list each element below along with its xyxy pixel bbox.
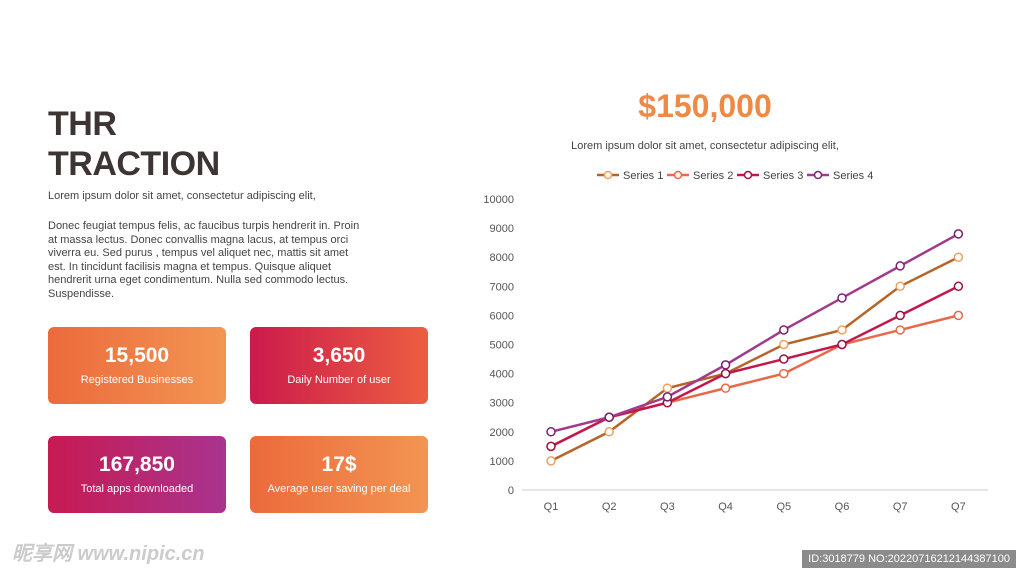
data-point xyxy=(604,412,614,422)
data-point xyxy=(895,281,905,292)
watermark-logo: 昵享网 www.nipic.cn xyxy=(12,543,205,565)
legend-marker xyxy=(673,170,683,180)
legend-label: Series 3 xyxy=(763,170,803,182)
y-tick-label: 4000 xyxy=(490,369,514,381)
data-point xyxy=(895,261,905,271)
data-point xyxy=(837,293,847,303)
data-point xyxy=(837,339,847,350)
data-point xyxy=(953,310,964,321)
y-tick-label: 0 xyxy=(508,485,514,497)
stat-value: 167,850 xyxy=(99,453,175,476)
title-line-2: TRACTION xyxy=(48,145,220,183)
data-point xyxy=(779,354,789,364)
chart-subtitle: Lorem ipsum dolor sit amet, consectetur … xyxy=(571,140,839,152)
title-line-1: THR xyxy=(48,105,117,143)
data-point xyxy=(662,383,673,393)
x-tick-label: Q7 xyxy=(951,501,966,513)
stat-card: 17$ Average user saving per deal xyxy=(250,436,428,513)
data-point xyxy=(604,427,614,437)
stat-label: Daily Number of user xyxy=(287,374,391,386)
data-point xyxy=(895,310,905,321)
x-tick-label: Q4 xyxy=(718,501,733,513)
y-tick-label: 8000 xyxy=(490,252,514,264)
data-point xyxy=(953,252,964,262)
y-tick-label: 3000 xyxy=(490,398,514,410)
series-line xyxy=(550,256,959,463)
y-tick-label: 5000 xyxy=(490,340,514,352)
stat-card: 15,500 Registered Businesses xyxy=(48,327,226,404)
series-line xyxy=(550,285,959,448)
stat-label: Total apps downloaded xyxy=(80,483,194,495)
data-point xyxy=(953,281,964,292)
stat-value: 15,500 xyxy=(104,344,170,367)
series-line xyxy=(550,232,960,434)
data-point xyxy=(953,229,964,239)
data-point xyxy=(546,456,556,466)
body-text: Donec feugiat tempus felis, ac faucibus … xyxy=(48,220,360,300)
y-tick-label: 9000 xyxy=(490,223,514,235)
y-tick-label: 1000 xyxy=(490,456,514,468)
data-point xyxy=(779,325,789,335)
data-point xyxy=(546,441,556,452)
x-tick-label: Q2 xyxy=(602,501,617,513)
x-tick-label: Q1 xyxy=(544,501,559,513)
data-point xyxy=(779,339,789,350)
stat-card: 167,850 Total apps downloaded xyxy=(48,436,226,513)
page-title: THR TRACTION xyxy=(48,104,220,184)
y-tick-label: 2000 xyxy=(490,427,514,439)
x-tick-label: Q3 xyxy=(660,501,675,513)
legend-marker xyxy=(603,170,613,180)
stat-card: 3,650 Daily Number of user xyxy=(250,327,428,404)
x-tick-label: Q5 xyxy=(776,501,791,513)
subtitle: Lorem ipsum dolor sit amet, consectetur … xyxy=(48,190,316,202)
data-point xyxy=(720,360,731,370)
y-tick-label: 7000 xyxy=(490,281,514,293)
y-tick-label: 6000 xyxy=(490,310,514,322)
data-point xyxy=(662,392,673,402)
legend-marker xyxy=(813,170,823,180)
data-point xyxy=(720,368,731,379)
legend-marker xyxy=(743,170,753,180)
legend-label: Series 2 xyxy=(693,170,733,182)
data-point xyxy=(546,427,556,437)
legend-label: Series 4 xyxy=(833,170,873,182)
stat-label: Average user saving per deal xyxy=(267,483,411,495)
highlight-amount: $150,000 xyxy=(638,88,772,124)
data-point xyxy=(720,383,731,393)
series-line xyxy=(550,314,959,448)
x-tick-label: Q6 xyxy=(835,501,850,513)
y-tick-label: 10000 xyxy=(483,194,514,206)
stat-label: Registered Businesses xyxy=(80,374,194,386)
legend-label: Series 1 xyxy=(623,170,663,182)
data-point xyxy=(779,368,789,379)
stat-value: 17$ xyxy=(321,453,357,476)
stat-value: 3,650 xyxy=(312,344,366,367)
x-tick-label: Q7 xyxy=(893,501,908,513)
data-point xyxy=(837,325,847,335)
watermark-id: ID:3018779 NO:20220716212144387100 xyxy=(802,550,1016,568)
data-point xyxy=(895,325,905,335)
